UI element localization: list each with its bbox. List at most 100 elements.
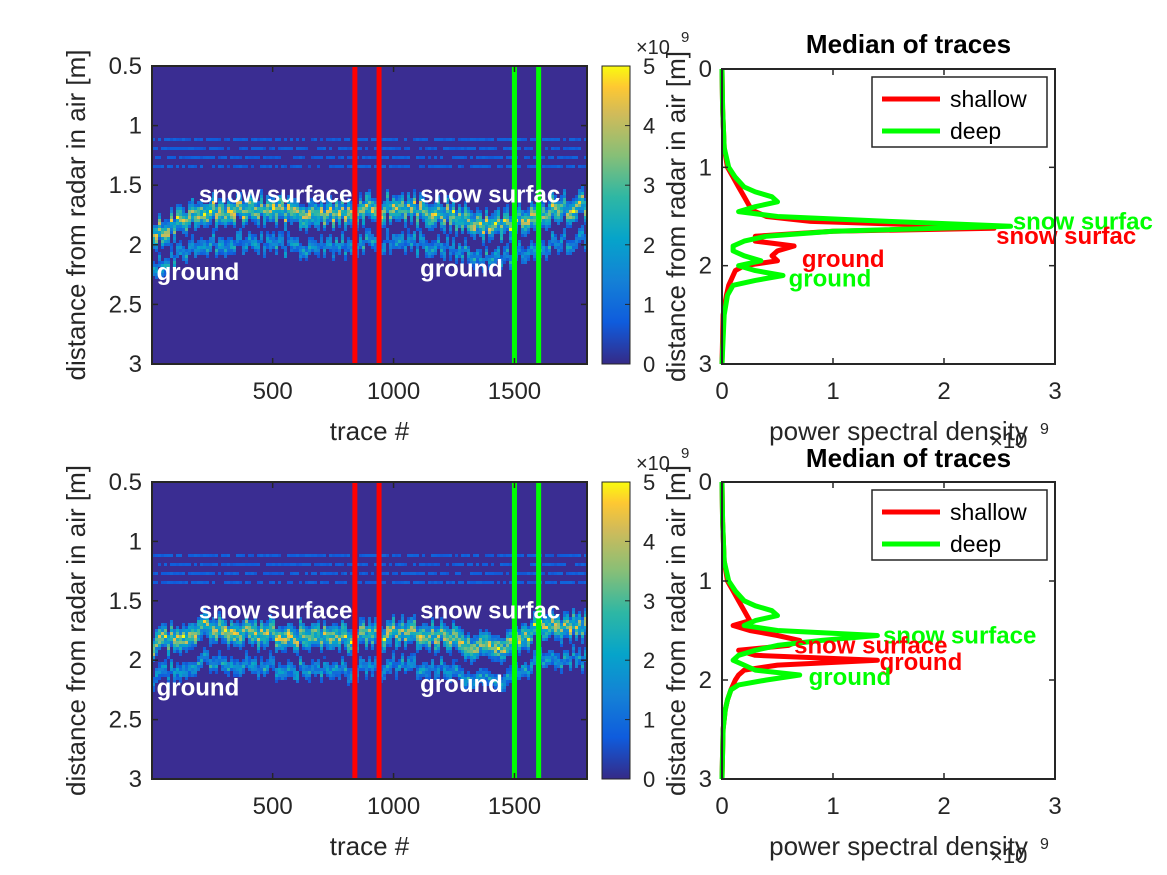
heatmap-cell [197, 249, 200, 252]
heatmap-cell [269, 572, 272, 575]
heatmap-cell [527, 156, 530, 159]
heatmap-cell [254, 623, 257, 626]
heatmap-cell [425, 201, 428, 204]
heatmap-cell [191, 249, 194, 252]
heatmap-cell [455, 638, 458, 641]
heatmap-cell [473, 644, 476, 647]
heatmap-cell [416, 650, 419, 653]
heatmap-cell [545, 581, 548, 584]
heatmap-cell [314, 204, 317, 207]
heatmap-cell [371, 623, 374, 626]
heatmap-cell [332, 204, 335, 207]
heatmap-cell [326, 240, 329, 243]
heatmap-cell [254, 213, 257, 216]
heatmap-cell [242, 668, 245, 671]
heatmap-cell [551, 231, 554, 234]
heatmap-cell [317, 249, 320, 252]
heatmap-cell [152, 647, 155, 650]
heatmap-cell [242, 201, 245, 204]
heatmap-cell [320, 668, 323, 671]
heatmap-cell [491, 138, 494, 141]
heatmap-cell [470, 225, 473, 228]
heatmap-cell [368, 635, 371, 638]
heatmap-cell [467, 258, 470, 261]
heatmap-cell [401, 623, 404, 626]
heatmap-cell [413, 554, 416, 557]
heatmap-cell [548, 225, 551, 228]
heatmap-cell [326, 665, 329, 668]
heatmap-cell [455, 632, 458, 635]
heatmap-cell [164, 554, 167, 557]
heatmap-cell [545, 635, 548, 638]
heatmap-cell [542, 653, 545, 656]
heatmap-cell [398, 581, 401, 584]
heatmap-cell [422, 213, 425, 216]
heatmap-cell [230, 252, 233, 255]
heatmap-cell [470, 644, 473, 647]
heatmap-cell [491, 156, 494, 159]
heatmap-cell [383, 674, 386, 677]
heatmap-cell [176, 665, 179, 668]
heatmap-cell [326, 668, 329, 671]
heatmap-cell [473, 225, 476, 228]
heatmap-cell [197, 656, 200, 659]
heatmap-cell [530, 240, 533, 243]
heatmap-cell [308, 225, 311, 228]
heatmap-cell [257, 243, 260, 246]
heatmap-cell [314, 674, 317, 677]
heatmap-cell [446, 671, 449, 674]
heatmap-cell [497, 638, 500, 641]
heatmap-cell [251, 240, 254, 243]
heatmap-cell [392, 632, 395, 635]
heatmap-cell [461, 563, 464, 566]
heatmap-cell [212, 617, 215, 620]
heatmap-cell [332, 165, 335, 168]
heatmap-cell [350, 668, 353, 671]
heatmap-cell [554, 201, 557, 204]
heatmap-cell [182, 252, 185, 255]
heatmap-cell [188, 243, 191, 246]
heatmap-cell [191, 198, 194, 201]
heatmap-cell [410, 620, 413, 623]
heatmap-cell [242, 165, 245, 168]
heatmap-cell [356, 641, 359, 644]
heatmap-cell [392, 237, 395, 240]
heatmap-cell [155, 249, 158, 252]
heatmap-cell [170, 138, 173, 141]
heatmap-cell [407, 237, 410, 240]
heatmap-cell [566, 635, 569, 638]
heatmap-cell [350, 246, 353, 249]
heatmap-cell [416, 644, 419, 647]
heatmap-cell [473, 581, 476, 584]
heatmap-cell [455, 554, 458, 557]
heatmap-cell [506, 216, 509, 219]
heatmap-cell [227, 219, 230, 222]
heatmap-cell [350, 252, 353, 255]
heatmap-cell [458, 677, 461, 680]
heatmap-cell [221, 665, 224, 668]
heatmap-cell [488, 138, 491, 141]
heatmap-cell [497, 249, 500, 252]
heatmap-cell [230, 243, 233, 246]
heatmap-cell [425, 243, 428, 246]
heatmap-cell [290, 222, 293, 225]
heatmap-cell [329, 165, 332, 168]
heatmap-cell [191, 629, 194, 632]
heatmap-cell [269, 237, 272, 240]
heatmap-cell [224, 638, 227, 641]
heatmap-cell [167, 647, 170, 650]
heatmap-cell [335, 629, 338, 632]
heatmap-cell [173, 219, 176, 222]
heatmap-cell [164, 629, 167, 632]
heatmap-cell [182, 219, 185, 222]
heatmap-cell [170, 671, 173, 674]
heatmap-cell [389, 204, 392, 207]
heatmap-cell [191, 581, 194, 584]
heatmap-cell [371, 629, 374, 632]
heatmap-cell [518, 644, 521, 647]
heatmap-cell [446, 665, 449, 668]
heatmap-cell [326, 644, 329, 647]
heatmap-cell [254, 198, 257, 201]
heatmap-cell [392, 623, 395, 626]
heatmap-cell [338, 165, 341, 168]
